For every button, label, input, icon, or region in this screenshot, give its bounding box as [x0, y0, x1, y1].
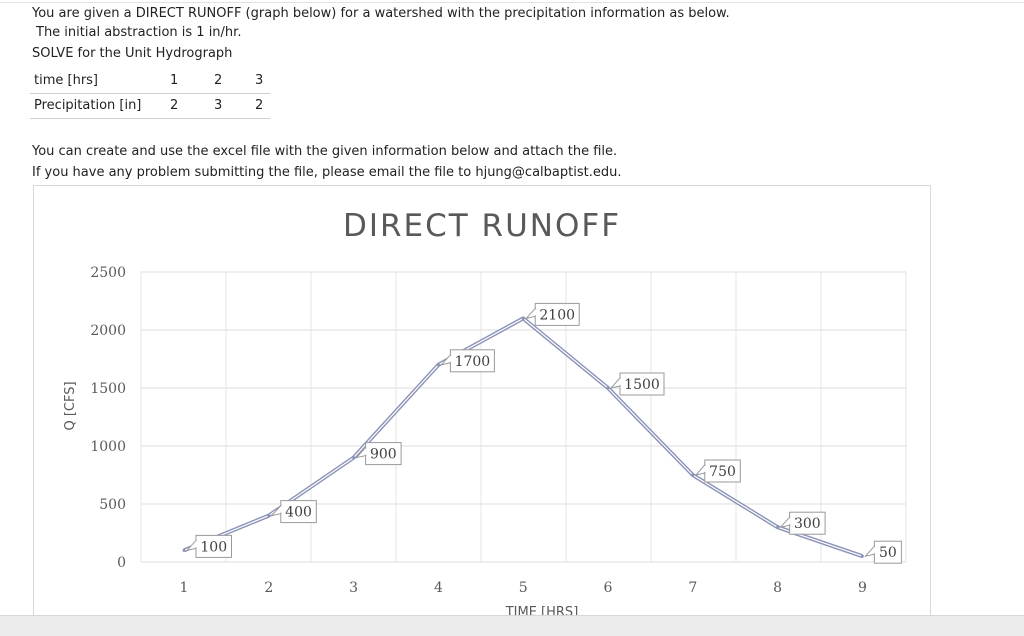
data-label-text: 2100: [539, 307, 575, 323]
data-label-text: 1500: [624, 377, 660, 393]
time-cell: 3: [255, 73, 264, 88]
data-label: 900: [355, 442, 402, 466]
precipitation-cell: 2: [170, 98, 179, 113]
data-label-pointer: [524, 307, 536, 320]
question-line-3: SOLVE for the Unit Hydrograph: [32, 46, 233, 61]
data-point: [691, 473, 695, 477]
data-label-pointer: [185, 539, 197, 552]
y-tick-label: 2000: [90, 323, 126, 339]
data-label: 400: [270, 500, 317, 524]
bottom-scrollbar[interactable]: [0, 615, 1024, 636]
data-label-text: 900: [370, 447, 397, 463]
data-label-text: 50: [879, 545, 897, 561]
data-label: 50: [863, 540, 902, 564]
data-label-pointer: [439, 353, 451, 366]
x-tick-label: 9: [858, 580, 867, 596]
question-line-1: You are given a DIRECT RUNOFF (graph bel…: [32, 6, 730, 21]
tick-layer: 0 500 1000 1500 2000 2500 1 2 3 4 5 6 7 8 9: [90, 265, 867, 596]
question-line-4: You can create and use the excel file wi…: [32, 144, 618, 159]
y-tick-label: 1000: [90, 439, 126, 455]
data-label-pointer: [694, 463, 706, 476]
grid-layer: [140, 271, 907, 563]
data-point: [521, 316, 525, 320]
precipitation-cell: 3: [214, 98, 223, 113]
data-point: [267, 514, 271, 518]
data-label-pointer: [779, 515, 791, 529]
x-tick-label: 6: [604, 580, 613, 596]
data-point: [776, 525, 780, 529]
y-tick-label: 2500: [90, 265, 126, 281]
data-point: [352, 456, 356, 460]
x-tick-label: 5: [519, 580, 528, 596]
data-label: 1500: [609, 372, 665, 396]
y-tick-label: 1500: [90, 381, 126, 397]
y-axis-label: Q [CFS]: [63, 381, 78, 430]
table-row: Precipitation [in] 2 3 2: [30, 94, 270, 119]
data-label: 1700: [439, 349, 495, 373]
data-point: [182, 548, 186, 552]
table-row: time [hrs] 1 2 3: [30, 69, 270, 94]
x-tick-label: 1: [180, 580, 189, 596]
x-tick-label: 3: [349, 580, 358, 596]
x-tick-label: 8: [773, 580, 782, 596]
data-label-text: 1700: [455, 354, 491, 370]
y-tick-label: 500: [99, 497, 126, 513]
chart-title: DIRECT RUNOFF: [343, 208, 621, 244]
time-cell: 2: [214, 73, 223, 88]
precipitation-table: time [hrs] 1 2 3 Precipitation [in] 2 3 …: [30, 69, 270, 119]
data-point: [436, 363, 440, 367]
series-layer: [182, 316, 864, 559]
precipitation-cell: 2: [255, 98, 264, 113]
question-line-5: If you have any problem submitting the f…: [32, 165, 622, 180]
data-label-text: 750: [709, 464, 736, 480]
x-tick-label: 7: [688, 580, 697, 596]
data-label-layer: 100 400 900 1700 2100 1500 750 300 50: [185, 302, 902, 564]
x-tick-label: 2: [264, 580, 273, 596]
chart-canvas: DIRECT RUNOFF Q [CFS] TIME [HRS] 0500100…: [63, 208, 907, 620]
x-tick-label: 4: [434, 580, 443, 596]
top-divider: [0, 2, 1024, 3]
data-label: 300: [779, 511, 826, 535]
data-label-text: 400: [285, 505, 312, 521]
data-label: 750: [694, 459, 741, 483]
y-tick-label: 0: [117, 555, 126, 571]
direct-runoff-chart: DIRECT RUNOFF Q [CFS] TIME [HRS] 0 500 100…: [33, 185, 931, 627]
data-label-pointer: [863, 544, 875, 558]
data-point: [860, 554, 864, 558]
time-cell: 1: [170, 73, 179, 88]
time-label: time [hrs]: [34, 73, 99, 88]
data-label-text: 100: [200, 539, 227, 555]
data-label-pointer: [609, 376, 621, 389]
precipitation-label: Precipitation [in]: [34, 98, 142, 113]
data-label: 100: [185, 534, 232, 558]
data-label-text: 300: [794, 516, 821, 532]
data-label: 2100: [524, 302, 580, 326]
question-line-2: The initial abstraction is 1 in/hr.: [36, 25, 242, 40]
data-point: [606, 386, 610, 390]
